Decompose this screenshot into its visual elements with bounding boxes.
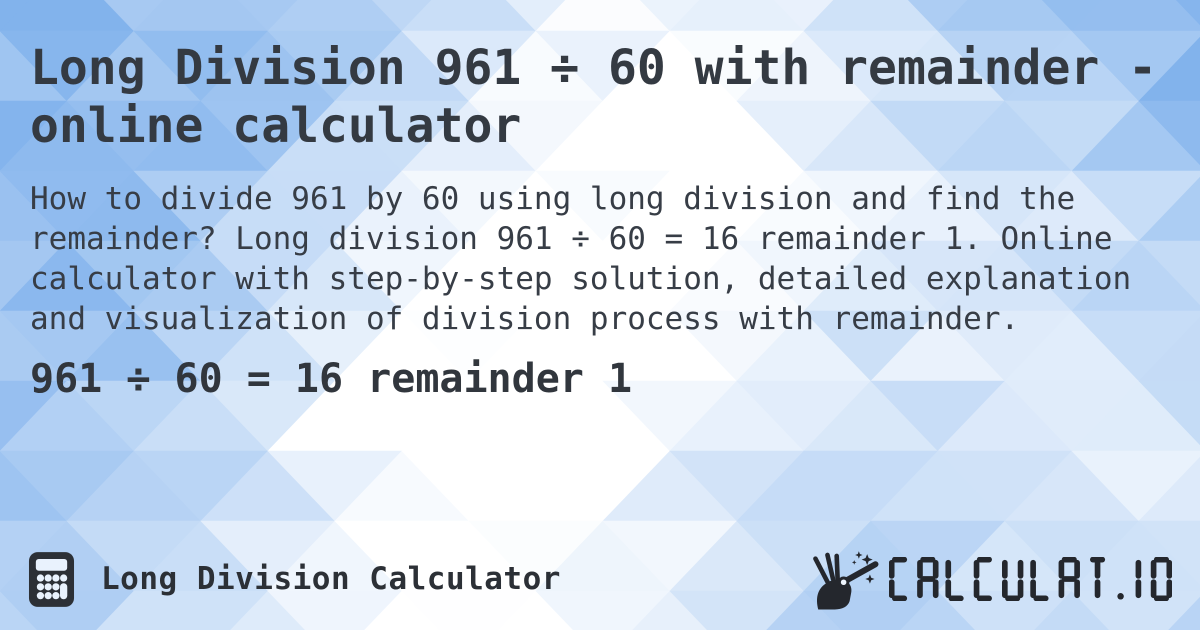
division-result: 961 ÷ 60 = 16 remainder 1 xyxy=(30,356,633,403)
app-branding: Long Division Calculator xyxy=(28,551,561,608)
calculatio-wordmark xyxy=(889,557,1172,601)
page-title: Long Division 961 ÷ 60 with remainder - … xyxy=(30,40,1158,154)
magic-wand-hand-icon xyxy=(813,551,879,610)
site-logo xyxy=(809,548,1172,610)
page-description: How to divide 961 by 60 using long divis… xyxy=(30,181,1132,338)
calculator-icon xyxy=(28,551,75,607)
card-content: Long Division 961 ÷ 60 with remainder - … xyxy=(30,40,1176,403)
app-name: Long Division Calculator xyxy=(101,561,561,597)
footer: Long Division Calculator xyxy=(28,548,1172,610)
